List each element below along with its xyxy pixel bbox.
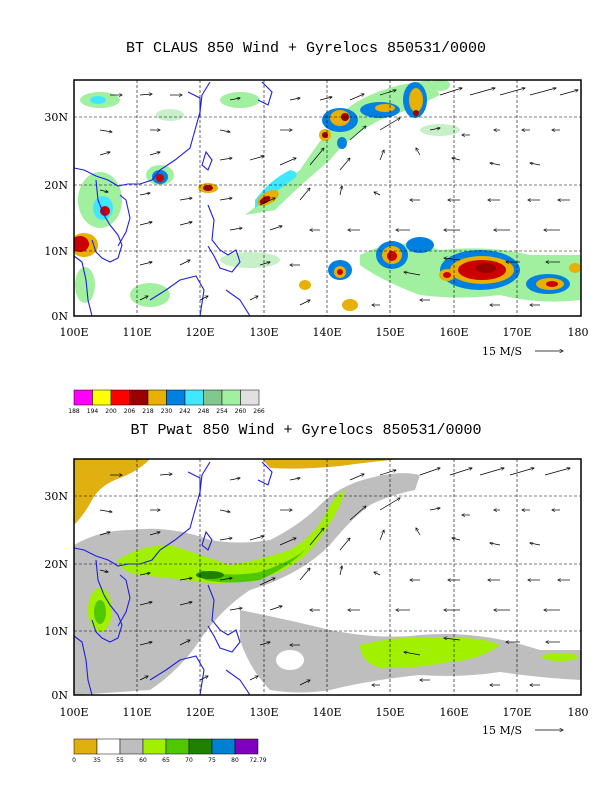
lon-label: 110E	[122, 326, 151, 339]
colorbar-label: 72.79	[249, 757, 266, 764]
map-frame	[73, 458, 582, 696]
lon-label: 140E	[312, 706, 341, 719]
colorbar-swatch	[240, 389, 260, 406]
lat-label: 20N	[44, 558, 68, 571]
colorbar-swatch	[203, 389, 223, 406]
lat-axis: 30N 20N 10N 0N	[44, 111, 68, 323]
pwat-field	[74, 459, 581, 695]
lat-label: 30N	[44, 111, 68, 124]
top-colorbar: 188 194 200 206 218 230 242 248 254 260 266	[68, 389, 265, 415]
top-map-title: BT CLAUS 850 Wind + Gyrelocs 850531/0000	[125, 40, 487, 57]
colorbar-swatch	[73, 389, 93, 406]
grid-lines	[74, 80, 581, 316]
bottom-colorbar: 0 35 55 60 65 70 75 80 72.79	[72, 738, 267, 764]
lon-label: 130E	[249, 326, 278, 339]
lon-label: 150E	[375, 326, 404, 339]
colorbar-label: 248	[198, 408, 210, 415]
colorbar-swatch	[119, 738, 144, 755]
colorbar-label: 55	[116, 757, 124, 764]
wind-vectors	[99, 88, 578, 305]
colorbar-label: 65	[162, 757, 170, 764]
colorbar-label: 70	[185, 757, 193, 764]
colorbar-label: 230	[161, 408, 173, 415]
scale-label: 15 M/S	[482, 724, 522, 737]
top-map: 30N 20N 10N 0N 100E 110E 120E 130E 140E …	[44, 79, 589, 415]
lon-label: 100E	[59, 326, 88, 339]
lat-label: 10N	[44, 625, 68, 638]
colorbar-label: 35	[93, 757, 101, 764]
lon-axis: 100E 110E 120E 130E 140E 150E 160E 170E …	[59, 326, 588, 339]
lon-label: 150E	[375, 706, 404, 719]
lat-label: 10N	[44, 245, 68, 258]
lat-label: 0N	[51, 689, 68, 702]
lon-label: 110E	[122, 706, 151, 719]
lon-label: 170E	[502, 706, 531, 719]
colorbar-label: 218	[142, 408, 154, 415]
colorbar-swatch	[142, 738, 167, 755]
lon-label: 170E	[502, 326, 531, 339]
colorbar-swatch	[96, 738, 121, 755]
colorbar-label: 194	[87, 408, 99, 415]
lon-axis: 100E 110E 120E 130E 140E 150E 160E 170E …	[59, 706, 588, 719]
colorbar-label: 60	[139, 757, 147, 764]
colorbar-label: 75	[208, 757, 216, 764]
bottom-map: 30N 20N 10N 0N 100E 110E 120E 130E 140E …	[44, 458, 589, 764]
lon-label: 120E	[185, 326, 214, 339]
colorbar-label: 80	[231, 757, 239, 764]
colorbar-label: 254	[216, 408, 228, 415]
scale-label: 15 M/S	[482, 345, 522, 358]
colorbar-swatch	[110, 389, 130, 406]
colorbar-swatch	[166, 389, 186, 406]
lon-label: 160E	[439, 706, 468, 719]
colorbar-label: 206	[124, 408, 136, 415]
colorbar-label: 200	[105, 408, 117, 415]
coastlines	[74, 81, 273, 316]
colorbar-swatch	[165, 738, 190, 755]
lon-label: 100E	[59, 706, 88, 719]
cloud-field	[74, 80, 581, 311]
grid-lines	[74, 459, 581, 695]
colorbar-swatch	[188, 738, 213, 755]
colorbar-label: 266	[253, 408, 265, 415]
lon-label: 160E	[439, 326, 468, 339]
wind-vectors	[99, 468, 570, 685]
colorbar-swatch	[73, 738, 98, 755]
colorbar-swatch	[221, 389, 241, 406]
lon-label: 120E	[185, 706, 214, 719]
lat-label: 30N	[44, 490, 68, 503]
colorbar-swatch	[129, 389, 149, 406]
coastlines	[74, 461, 273, 695]
colorbar-label: 242	[179, 408, 191, 415]
colorbar-swatch	[211, 738, 236, 755]
lat-label: 0N	[51, 310, 68, 323]
lon-label: 180	[568, 706, 589, 719]
lon-label: 140E	[312, 326, 341, 339]
colorbar-label: 188	[68, 408, 80, 415]
colorbar-swatch	[92, 389, 112, 406]
bottom-map-title: BT Pwat 850 Wind + Gyrelocs 850531/0000	[130, 422, 482, 439]
colorbar-swatch	[147, 389, 167, 406]
colorbar-swatch	[184, 389, 204, 406]
colorbar-swatch	[234, 738, 259, 755]
lat-axis: 30N 20N 10N 0N	[44, 490, 68, 702]
lon-label: 180	[568, 326, 589, 339]
map-frame	[73, 79, 582, 317]
lat-label: 20N	[44, 179, 68, 192]
colorbar-label: 0	[72, 757, 76, 764]
lon-label: 130E	[249, 706, 278, 719]
colorbar-label: 260	[235, 408, 247, 415]
